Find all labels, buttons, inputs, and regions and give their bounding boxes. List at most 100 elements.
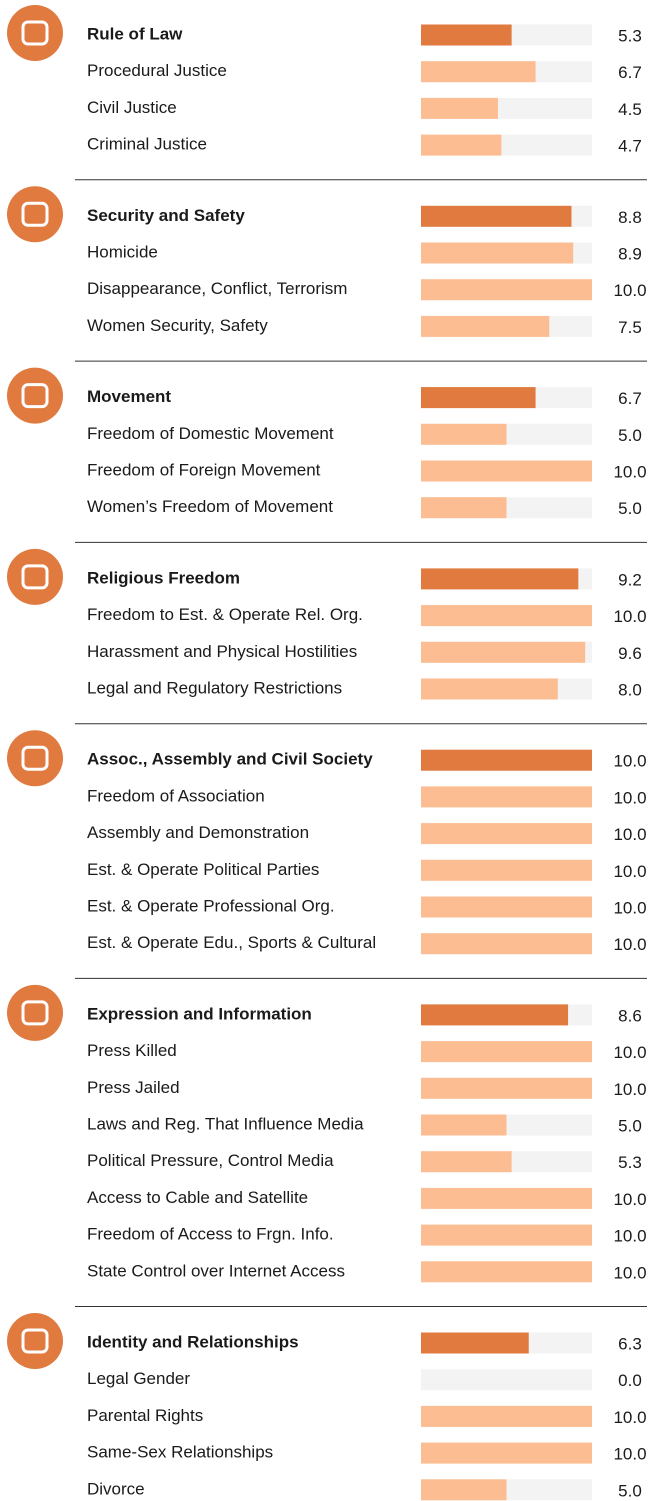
- value-label: 10.0: [613, 281, 646, 300]
- value-label: 10.0: [613, 462, 646, 481]
- bar: [421, 1041, 592, 1063]
- bar: [421, 315, 550, 337]
- value-label: 9.6: [618, 644, 642, 663]
- bar: [421, 242, 574, 264]
- bar: [421, 460, 592, 482]
- bar: [421, 749, 592, 771]
- value-label: 7.5: [618, 318, 642, 337]
- icon-glyph: [21, 20, 49, 46]
- row-label: Est. & Operate Edu., Sports & Cultural: [87, 933, 376, 952]
- bar: [421, 134, 502, 156]
- icon-glyph: [21, 564, 49, 590]
- row-label: Access to Cable and Satellite: [87, 1188, 308, 1207]
- bar: [421, 933, 592, 955]
- bar: [421, 1261, 592, 1283]
- value-label: 10.0: [613, 825, 646, 844]
- group-title: Religious Freedom: [87, 568, 240, 587]
- bar: [421, 859, 592, 881]
- row-label: Parental Rights: [87, 1406, 203, 1425]
- icon-circle: [7, 730, 63, 787]
- bar: [421, 568, 579, 590]
- group-title: Expression and Information: [87, 1004, 312, 1023]
- row-label: Freedom of Domestic Movement: [87, 424, 334, 443]
- bar: [421, 97, 498, 119]
- row-label: Assembly and Demonstration: [87, 823, 309, 842]
- row-label: Women’s Freedom of Movement: [87, 497, 333, 516]
- bar: [421, 823, 592, 845]
- value-label: 5.3: [618, 1153, 642, 1172]
- value-label: 5.0: [618, 1481, 642, 1500]
- row-label: Legal Gender: [87, 1369, 190, 1388]
- value-label: 9.2: [618, 570, 642, 589]
- value-label: 8.8: [618, 208, 642, 227]
- icon: [7, 186, 63, 243]
- row-label: Civil Justice: [87, 98, 177, 117]
- value-label: 10.0: [613, 935, 646, 954]
- value-label: 5.0: [618, 499, 642, 518]
- row-label: Freedom of Access to Frgn. Info.: [87, 1225, 334, 1244]
- icon-circle: [7, 186, 63, 243]
- row-label: Harassment and Physical Hostilities: [87, 642, 357, 661]
- icon-circle: [7, 984, 63, 1041]
- row-label: Homicide: [87, 242, 158, 261]
- bar: [421, 1224, 592, 1246]
- value-label: 10.0: [613, 607, 646, 626]
- bar: [421, 1405, 592, 1427]
- row-label: Press Killed: [87, 1041, 177, 1060]
- bar: [421, 1077, 592, 1099]
- row-label: Procedural Justice: [87, 61, 227, 80]
- bar: [421, 605, 592, 627]
- icon-circle: [7, 367, 63, 424]
- bar: [421, 1442, 592, 1464]
- row-label: Women Security, Safety: [87, 316, 268, 335]
- row-label: Same-Sex Relationships: [87, 1443, 273, 1462]
- bar: [421, 24, 512, 46]
- row-label: Disappearance, Conflict, Terrorism: [87, 279, 347, 298]
- bar: [421, 641, 586, 663]
- row-label: Freedom of Foreign Movement: [87, 460, 321, 479]
- value-label: 10.0: [613, 1190, 646, 1209]
- bar: [421, 279, 592, 301]
- value-label: 10.0: [613, 1080, 646, 1099]
- row-label: Laws and Reg. That Influence Media: [87, 1114, 364, 1133]
- group-title: Identity and Relationships: [87, 1332, 299, 1351]
- group-title: Rule of Law: [87, 24, 183, 43]
- bar: [421, 205, 572, 227]
- value-label: 10.0: [613, 1445, 646, 1464]
- group-title: Security and Safety: [87, 206, 245, 225]
- bar: [421, 1332, 529, 1354]
- row-label: Legal and Regulatory Restrictions: [87, 678, 342, 697]
- value-label: 10.0: [613, 1227, 646, 1246]
- row-label: Divorce: [87, 1479, 145, 1498]
- bar: [421, 387, 536, 409]
- icon: [7, 730, 63, 787]
- row-label: Political Pressure, Control Media: [87, 1151, 334, 1170]
- group-title: Assoc., Assembly and Civil Society: [87, 750, 373, 769]
- value-label: 6.3: [618, 1334, 642, 1353]
- value-label: 4.5: [618, 100, 642, 119]
- value-label: 5.3: [618, 26, 642, 45]
- bar: [421, 61, 536, 83]
- icon: [7, 367, 63, 424]
- icon-glyph: [21, 1328, 49, 1354]
- value-label: 5.0: [618, 426, 642, 445]
- icon: [7, 1313, 63, 1369]
- row-label: Press Jailed: [87, 1078, 180, 1097]
- bar: [421, 1151, 512, 1173]
- value-label: 10.0: [613, 788, 646, 807]
- bar: [421, 896, 592, 918]
- group-title: Movement: [87, 387, 171, 406]
- row-label: Criminal Justice: [87, 135, 207, 154]
- value-label: 5.0: [618, 1116, 642, 1135]
- row-label: Est. & Operate Political Parties: [87, 860, 319, 879]
- value-label: 6.7: [618, 63, 642, 82]
- icon: [7, 5, 63, 61]
- value-label: 6.7: [618, 389, 642, 408]
- value-label: 4.7: [618, 137, 642, 156]
- bar: [421, 1187, 592, 1209]
- row-label: Est. & Operate Professional Org.: [87, 896, 335, 915]
- icon-glyph: [21, 745, 49, 771]
- bar: [421, 497, 507, 519]
